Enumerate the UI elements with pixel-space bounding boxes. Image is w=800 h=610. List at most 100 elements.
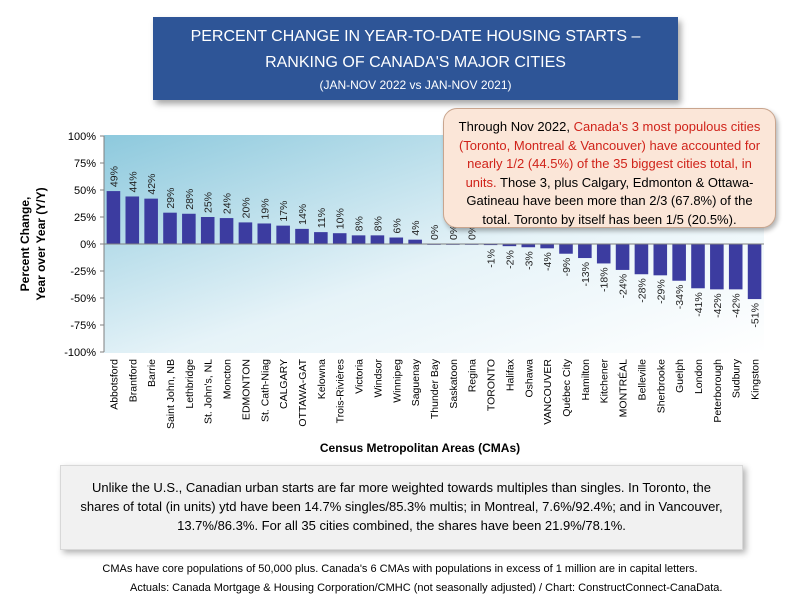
x-axis-label: Census Metropolitan Areas (CMAs) (320, 441, 520, 455)
x-axis: Abbotsford Brantford Barrie Saint John, NB L… (104, 243, 764, 429)
data-label: -2% (504, 250, 516, 269)
x-tick-label: Victoria (354, 359, 366, 394)
y-tick-label: 75% (74, 158, 96, 170)
data-label: -29% (655, 279, 667, 304)
y-tick-label: 100% (68, 131, 96, 143)
y-tick-label: 0% (80, 239, 96, 251)
data-label: 0% (467, 225, 479, 240)
y-tick-label: -100% (64, 347, 96, 359)
x-tick-label: Saskatoon (448, 359, 460, 409)
y-axis: 100% 75% 50% 25% 0% -25% -50% -75% -100% (64, 131, 105, 359)
x-tick-label: EDMONTON (240, 359, 252, 420)
bar (559, 244, 573, 254)
x-tick-label: Lethbridge (184, 359, 196, 409)
bar (540, 244, 554, 249)
data-label: -42% (731, 293, 743, 318)
x-tick-label: Sudbury (731, 358, 743, 398)
x-tick-label: Kingston (750, 359, 762, 400)
data-label: 4% (410, 220, 422, 235)
y-tick-label: -25% (70, 266, 96, 278)
x-tick-label: CALGARY (278, 359, 290, 409)
bar (125, 196, 140, 244)
x-tick-label: Abbotsford (108, 359, 120, 410)
x-tick-label: Québec City (561, 358, 573, 417)
bar (408, 239, 422, 244)
data-label: -18% (599, 267, 611, 292)
data-label: -42% (712, 293, 724, 318)
x-tick-label: Saguenay (410, 358, 422, 406)
x-tick-label: Brantford (127, 359, 139, 402)
x-tick-label: MONTRÉAL (617, 359, 630, 418)
data-label: 42% (146, 174, 158, 195)
bar (596, 244, 611, 264)
title-line-2: RANKING OF CANADA'S MAJOR CITIES (265, 54, 566, 71)
x-tick-label: Moncton (222, 359, 234, 399)
data-label: 8% (354, 216, 366, 231)
x-tick-label: Winnipeg (391, 359, 403, 403)
bar (163, 212, 177, 244)
footnote-source: Actuals: Canada Mortgage & Housing Corpo… (130, 582, 723, 594)
bar (332, 233, 347, 244)
x-tick-label: Windsor (372, 359, 384, 398)
bar (219, 218, 234, 244)
x-tick-label: St. Cath-Niag (259, 359, 271, 422)
bar (653, 244, 668, 276)
bar (295, 228, 309, 244)
bar (276, 225, 290, 244)
data-label: 44% (127, 171, 139, 192)
x-tick-label: Regina (467, 359, 479, 392)
x-tick-label: Belleville (636, 359, 648, 401)
bar (200, 217, 215, 244)
data-label: -4% (542, 252, 554, 271)
x-tick-label: Peterborough (712, 359, 724, 423)
bar (502, 244, 517, 247)
x-tick-label: Saint John, NB (165, 359, 177, 429)
bar-chart: 100%75%50%25%0%-25%-50%-75%-100% 49% 44% 4… (18, 131, 764, 455)
bar (710, 244, 724, 290)
y-tick-label: -75% (70, 320, 96, 332)
callout-text-highlight: Canada's 3 most populous cities (Toronto… (458, 119, 761, 190)
bar (257, 223, 272, 244)
data-label: 49% (108, 166, 120, 187)
bar (483, 244, 498, 246)
data-label: 25% (203, 192, 215, 213)
data-label: -24% (618, 274, 630, 299)
y-axis-label-line-1: Percent Change, (18, 197, 32, 292)
bar (106, 191, 121, 244)
x-tick-label: Sherbrooke (655, 359, 667, 413)
bar (182, 213, 196, 244)
y-tick-label: 25% (74, 212, 96, 224)
data-label: -28% (636, 278, 648, 303)
data-label: 24% (222, 193, 234, 214)
note-box: Unlike the U.S., Canadian urban starts a… (60, 465, 743, 550)
x-tick-label: OTTAWA-GAT (297, 358, 309, 426)
x-tick-label: Barrie (146, 359, 158, 387)
x-tick-label: Kitchener (599, 358, 611, 403)
data-label: -34% (674, 285, 686, 310)
bars: 49% 44% 42% 29% 28% 25% 24% 20% 19% 17% 14% 11% 10% 8… (106, 166, 762, 328)
title-line-3: (JAN-NOV 2022 vs JAN-NOV 2021) (319, 78, 512, 92)
data-label: -51% (750, 303, 762, 328)
data-label: -1% (486, 249, 498, 268)
bar (578, 244, 592, 259)
chart-title-banner: PERCENT CHANGE IN YEAR-TO-DATE HOUSING S… (153, 17, 678, 100)
data-label: 19% (259, 198, 271, 219)
bar (144, 198, 158, 244)
bar (314, 232, 328, 244)
bar (389, 237, 404, 244)
data-label: 0% (448, 225, 460, 240)
data-label: -9% (561, 258, 573, 277)
data-label: 17% (278, 201, 290, 222)
x-tick-label: Trois-Rivières (335, 359, 347, 423)
y-tick-label: -50% (70, 293, 96, 305)
callout-text-rest: Those 3, plus Calgary, Edmonton & Ottawa… (466, 174, 754, 227)
data-label: 14% (297, 204, 309, 225)
data-label: 8% (372, 216, 384, 231)
title-line-1: PERCENT CHANGE IN YEAR-TO-DATE HOUSING S… (190, 28, 641, 45)
x-tick-label: VANCOUVER (542, 359, 554, 425)
bar (370, 235, 385, 244)
x-tick-label: Hamilton (580, 359, 592, 401)
data-label: -13% (580, 262, 592, 287)
data-label: 20% (240, 197, 252, 218)
data-label: 6% (391, 218, 403, 233)
